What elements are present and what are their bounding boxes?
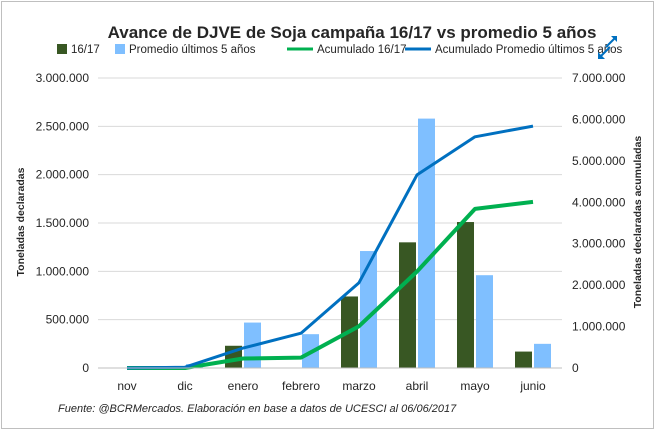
source-note: Fuente: @BCRMercados. Elaboración en bas… xyxy=(58,403,457,415)
x-tick-label: febrero xyxy=(282,379,320,393)
bar xyxy=(418,118,435,368)
legend-label: Acumulado 16/17 xyxy=(317,44,407,56)
y2-tick-label: 3.000.000 xyxy=(572,237,626,251)
legend-label: 16/17 xyxy=(71,44,100,56)
y-tick-label: 3.000.000 xyxy=(36,71,90,85)
x-tick-label: marzo xyxy=(342,379,376,393)
collapse-icon[interactable] xyxy=(597,46,611,60)
axes: 0 500.000 1.000.000 1.500.000 2.000.000 2.500… xyxy=(36,71,626,393)
x-tick-label: dic xyxy=(177,379,192,393)
y2-tick-label: 4.000.000 xyxy=(572,195,626,209)
y-tick-label: 2.000.000 xyxy=(36,168,90,182)
y2-tick-label: 2.000.000 xyxy=(572,278,626,292)
series-line xyxy=(126,124,534,370)
bar xyxy=(457,222,474,368)
y-tick-label: 1.000.000 xyxy=(36,264,90,278)
bar xyxy=(399,242,416,368)
y2-tick-label: 0 xyxy=(572,361,579,375)
x-tick-label: abril xyxy=(406,379,429,393)
x-tick-label: nov xyxy=(117,379,136,393)
y-tick-label: 2.500.000 xyxy=(36,119,90,133)
y-tick-label: 1.500.000 xyxy=(36,216,90,230)
legend-swatch xyxy=(57,44,67,54)
legend-label: Promedio últimos 5 años xyxy=(129,44,256,56)
bar xyxy=(476,275,493,368)
chart-title: Avance de DJVE de Soja campaña 16/17 vs … xyxy=(108,23,597,42)
lines xyxy=(126,124,534,370)
y-tick-label: 0 xyxy=(82,361,89,375)
x-tick-label: enero xyxy=(228,379,259,393)
bar xyxy=(360,251,377,368)
bar xyxy=(515,351,532,368)
y2-tick-label: 6.000.000 xyxy=(572,112,626,126)
bar xyxy=(534,343,551,368)
y2-axis-title: Toneladas declaradas acumuladas xyxy=(632,136,644,309)
expand-icon[interactable] xyxy=(603,34,619,50)
y2-tick-label: 1.000.000 xyxy=(572,320,626,334)
bars xyxy=(186,118,551,368)
legend-label: Acumulado Promedio últimos 5 años xyxy=(435,44,623,56)
y-axis-title: Toneladas declaradas xyxy=(15,167,27,276)
legend-swatch xyxy=(115,44,125,54)
x-tick-label: junio xyxy=(519,379,546,393)
legend: 16/17 Promedio últimos 5 años Acumulado 16… xyxy=(57,44,623,56)
y-tick-label: 500.000 xyxy=(46,313,90,327)
y2-tick-label: 5.000.000 xyxy=(572,154,626,168)
x-tick-label: mayo xyxy=(460,379,490,393)
y2-tick-label: 7.000.000 xyxy=(572,71,626,85)
series-line xyxy=(127,199,534,370)
